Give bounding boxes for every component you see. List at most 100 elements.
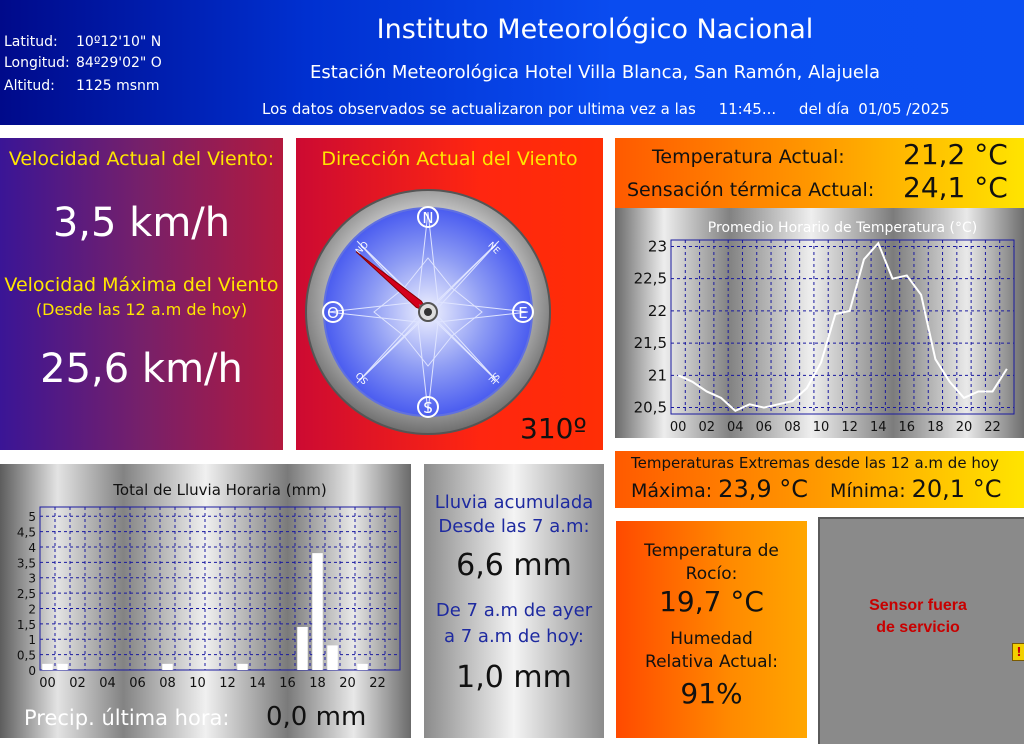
extremes-title: Temperaturas Extremas desde las 12 a.m d…	[631, 454, 999, 472]
sensor-panel: Sensor fuera de servicio !	[818, 517, 1024, 744]
y-tick-label: 21,5	[634, 334, 667, 352]
max-temp-label: Máxima:	[631, 480, 713, 502]
y-tick-label: 3	[28, 572, 36, 586]
rain-bar	[312, 553, 323, 670]
x-tick-label: 20	[956, 420, 973, 435]
current-wind-label: Velocidad Actual del Viento:	[8, 148, 275, 170]
direction-label: Dirección Actual del Viento	[321, 148, 578, 170]
y-tick-label: 0,5	[17, 649, 36, 663]
latitude-value: 10º12'10" N	[76, 34, 162, 50]
y-tick-label: 1,5	[17, 618, 36, 632]
rain-bar	[357, 663, 368, 670]
y-tick-label: 22,5	[634, 270, 667, 288]
humidity-label-1: Humedad	[670, 629, 753, 649]
wind-speed-panel: Velocidad Actual del Viento: 3,5 km/h Ve…	[0, 138, 283, 450]
station-name: Estación Meteorológica Hotel Villa Blanc…	[310, 62, 880, 83]
temperature-panel: Temperatura Actual: 21,2 °C Sensación té…	[615, 138, 1024, 208]
x-tick-label: 18	[309, 676, 326, 691]
x-tick-label: 22	[369, 676, 386, 691]
compass-hub-center	[424, 308, 432, 316]
update-prefix: Los datos observados se actualizaron por…	[262, 100, 696, 118]
temperature-chart-panel: Promedio Horario de Temperatura (°C) 20,5…	[615, 208, 1024, 438]
x-tick-label: 20	[339, 676, 356, 691]
y-tick-label: 22	[648, 302, 667, 320]
y-tick-label: 23	[648, 237, 667, 255]
compass: N S O E NE NO SE SO	[305, 189, 551, 435]
wind-direction-panel: Dirección Actual del Viento	[296, 138, 603, 450]
extremes-panel: Temperaturas Extremas desde las 12 a.m d…	[615, 451, 1024, 508]
sensor-line-2: de servicio	[876, 619, 960, 636]
x-tick-label: 08	[784, 420, 801, 435]
accumulated-rain-panel: Lluvia acumulada Desde las 7 a.m: 6,6 mm…	[424, 464, 604, 738]
feels-like-label: Sensación térmica Actual:	[627, 179, 875, 201]
current-temp-label: Temperatura Actual:	[652, 146, 845, 168]
humidity-value: 91%	[680, 677, 743, 710]
compass-o: O	[327, 304, 339, 322]
rain-bar	[162, 663, 173, 670]
y-tick-label: 5	[28, 510, 36, 524]
dew-humidity-panel: Temperatura de Rocío: 19,7 °C Humedad Re…	[616, 521, 807, 738]
x-tick-label: 22	[984, 420, 1001, 435]
y-tick-label: 4,5	[17, 526, 36, 540]
x-tick-label: 16	[899, 420, 916, 435]
x-tick-label: 14	[249, 676, 266, 691]
feels-like-value: 24,1 °C	[903, 171, 1008, 204]
extremes-row: Máxima: 23,9 °C Mínima: 20,1 °C	[631, 475, 1001, 503]
x-tick-label: 02	[69, 676, 86, 691]
chart-title: Total de Lluvia Horaria (mm)	[112, 481, 326, 499]
update-date: 01/05 /2025	[858, 100, 950, 118]
altitude-value: 1125 msnm	[76, 78, 160, 94]
rain-chart: Total de Lluvia Horaria (mm) 00,5 11,5 22,5…	[17, 481, 401, 691]
current-temp-value: 21,2 °C	[903, 138, 1008, 171]
temperature-chart: Promedio Horario de Temperatura (°C) 20,5…	[634, 220, 1015, 435]
last-hour-label: Precip. última hora:	[24, 706, 230, 730]
x-tick-label: 06	[756, 420, 773, 435]
update-time: 11:45...	[718, 100, 777, 118]
min-temp-value: 20,1 °C	[911, 475, 1002, 503]
latitude-label: Latitud:	[4, 34, 58, 50]
rain-bar	[42, 663, 53, 670]
x-tick-label: 16	[279, 676, 296, 691]
acc-label-2: Desde las 7 a.m:	[438, 516, 590, 537]
longitude-label: Longitud:	[4, 55, 70, 71]
y-tick-label: 0	[28, 664, 36, 678]
compass-s-ring	[417, 396, 439, 418]
dew-label-1: Temperatura de	[644, 541, 779, 561]
header-banner: Latitud: 10º12'10" N Longitud: 84º29'02"…	[0, 0, 1024, 125]
x-tick-label: 04	[727, 420, 744, 435]
current-wind-value: 3,5 km/h	[52, 200, 231, 246]
compass-e-ring	[512, 301, 534, 323]
last-hour-value: 0,0 mm	[266, 702, 367, 732]
compass-e: E	[518, 304, 527, 322]
longitude-value: 84º29'02" O	[76, 55, 162, 71]
min-temp-label: Mínima:	[830, 480, 906, 502]
rain-chart-panel: Total de Lluvia Horaria (mm) 0 0,5 1 1,5 2 2,5…	[0, 464, 411, 738]
rain-bar	[237, 663, 248, 670]
y-tick-label: 1	[28, 633, 36, 647]
rain-bar	[57, 663, 68, 670]
update-line: Los datos observados se actualizaron por…	[262, 100, 950, 118]
y-tick-label: 2,5	[17, 587, 36, 601]
rain-bar	[327, 645, 338, 670]
y-tick-label: 20,5	[634, 399, 667, 417]
rain-bar	[297, 626, 308, 670]
x-tick-label: 18	[927, 420, 944, 435]
y-tick-label: 3,5	[17, 556, 36, 570]
max-temp-value: 23,9 °C	[718, 475, 808, 503]
max-wind-label: Velocidad Máxima del Viento	[4, 274, 279, 296]
chart-title: Promedio Horario de Temperatura (°C)	[708, 220, 977, 236]
compass-n-ring	[417, 206, 439, 228]
compass-s: S	[423, 399, 433, 417]
warning-icon: !	[1012, 643, 1024, 661]
x-tick-label: 04	[99, 676, 116, 691]
prev-label-1: De 7 a.m de ayer	[435, 600, 593, 621]
y-tick-label: 4	[28, 541, 36, 555]
x-tick-label: 02	[698, 420, 715, 435]
compass-n: N	[422, 209, 433, 227]
x-tick-label: 00	[39, 676, 56, 691]
y-tick-label: 21	[648, 366, 667, 384]
dew-value: 19,7 °C	[659, 585, 764, 618]
x-tick-label: 06	[129, 676, 146, 691]
x-tick-label: 12	[219, 676, 236, 691]
direction-degrees: 310º	[520, 412, 587, 445]
